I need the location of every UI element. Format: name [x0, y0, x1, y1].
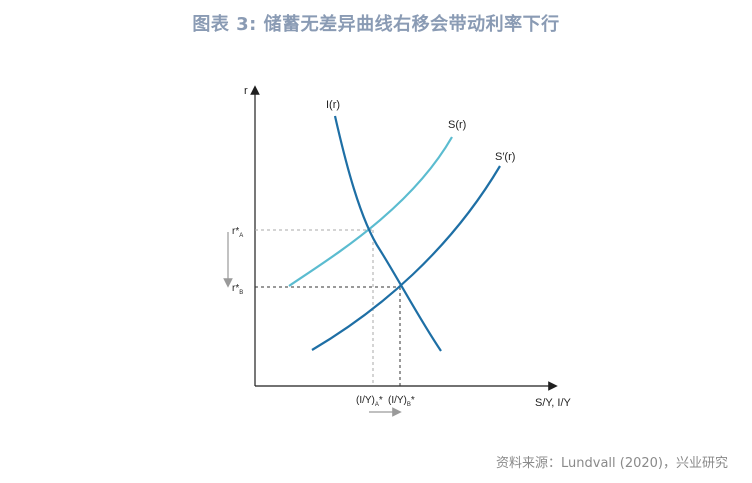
source-note: 资料来源：Lundvall (2020)，兴业研究: [496, 456, 728, 471]
investment-curve-label: I(r): [326, 99, 340, 111]
tick-iyB: (I/Y)B*: [388, 395, 415, 408]
tick-rA: r*A: [232, 226, 243, 239]
saving-curve-label: S(r): [448, 119, 466, 131]
saving-shifted-curve-label: S′(r): [495, 151, 515, 163]
tick-rB: r*B: [232, 283, 243, 296]
x-axis-label: S/Y, I/Y: [535, 397, 572, 409]
tick-iyA: (I/Y)A*: [356, 395, 383, 408]
saving-shifted-curve: [311, 165, 501, 351]
y-axis-label: r: [244, 85, 248, 97]
saving-curve: [288, 136, 453, 287]
investment-curve: [333, 115, 442, 352]
figure-title: 图表 3: 储蓄无差异曲线右移会带动利率下行: [192, 14, 560, 35]
